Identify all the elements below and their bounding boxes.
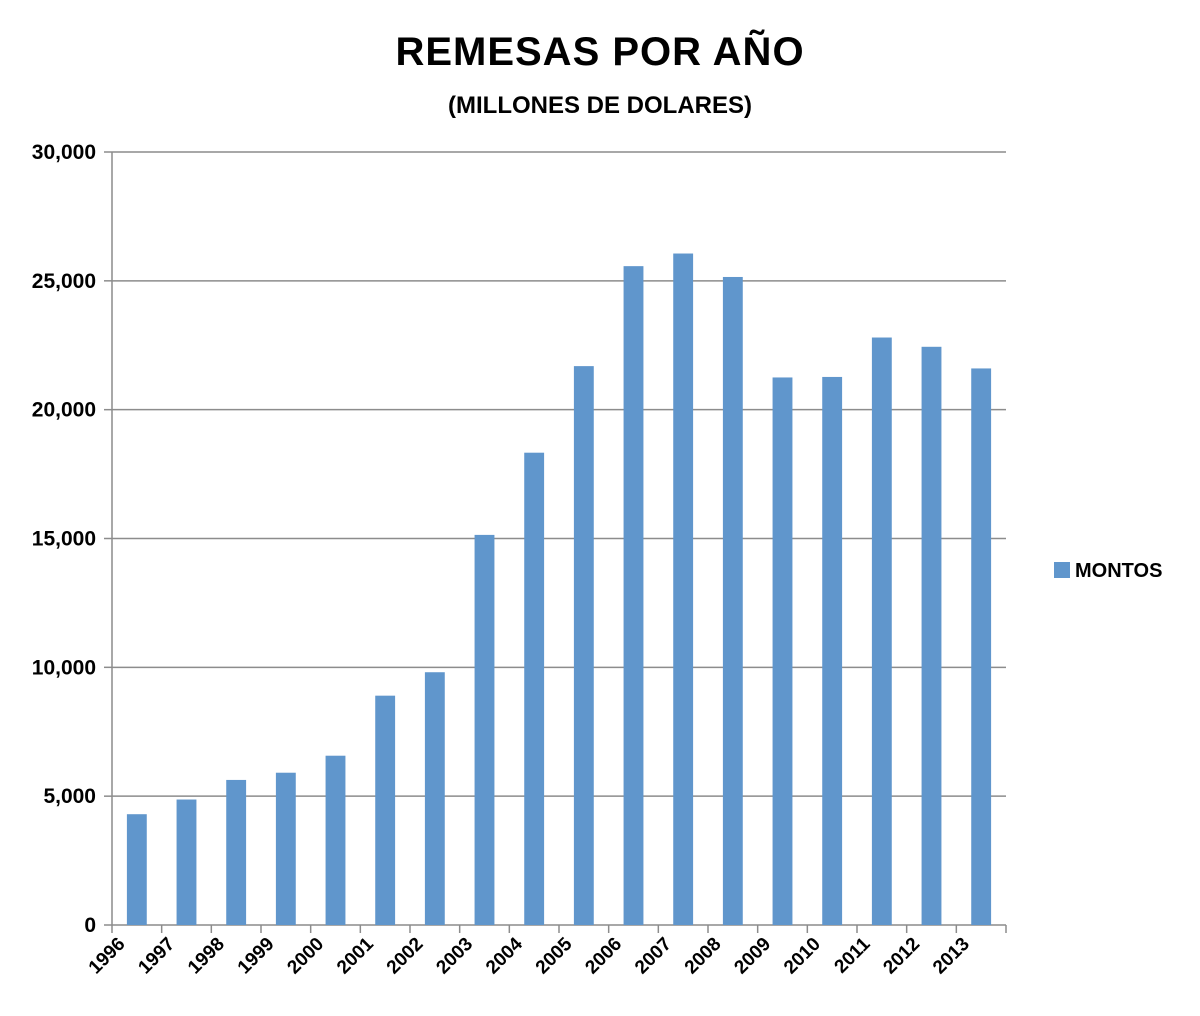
bar — [325, 755, 346, 925]
bar — [424, 672, 445, 925]
y-tick-label: 30,000 — [32, 141, 96, 164]
bar — [822, 376, 843, 925]
bar — [921, 346, 942, 925]
x-tick-label: 2005 — [532, 933, 577, 978]
x-tick-label: 1997 — [134, 934, 179, 979]
y-tick-label: 0 — [84, 914, 96, 937]
bar — [573, 366, 594, 926]
chart-title: REMESAS POR AÑO — [395, 30, 805, 74]
x-tick-label: 2013 — [929, 934, 974, 979]
bar — [722, 276, 743, 925]
x-tick-label: 1996 — [85, 934, 130, 979]
x-tick-label: 1999 — [234, 934, 279, 979]
x-tick-label: 2009 — [730, 934, 775, 979]
bar — [673, 253, 694, 926]
legend-label: MONTOS — [1075, 560, 1162, 582]
y-tick-label: 20,000 — [32, 399, 96, 422]
y-tick-label: 10,000 — [32, 656, 96, 679]
x-tick-label: 2011 — [831, 933, 875, 977]
bar — [126, 814, 147, 925]
bar — [226, 779, 247, 925]
bar — [971, 368, 992, 925]
y-tick-label: 25,000 — [32, 270, 96, 293]
bar — [375, 695, 396, 925]
bar — [275, 772, 296, 925]
x-tick-label: 2000 — [283, 934, 328, 979]
x-tick-label: 2004 — [482, 933, 527, 978]
bar — [524, 452, 545, 925]
x-tick-label: 2007 — [631, 934, 676, 979]
x-tick-label: 2010 — [780, 934, 825, 979]
x-tick-label: 2003 — [432, 934, 477, 979]
y-tick-label: 5,000 — [43, 785, 96, 808]
chart-subtitle: (MILLONES DE DOLARES) — [448, 92, 752, 119]
x-tick-label: 2002 — [383, 934, 428, 979]
legend-swatch — [1054, 562, 1070, 578]
x-tick-label: 2006 — [581, 934, 626, 979]
x-tick-label: 2001 — [333, 933, 378, 978]
bar — [871, 337, 892, 925]
x-tick-label: 2008 — [681, 934, 726, 979]
x-tick-label: 2012 — [879, 934, 924, 979]
bar — [772, 377, 793, 925]
y-tick-label: 15,000 — [32, 528, 96, 551]
bar — [623, 266, 644, 925]
bar — [176, 799, 197, 925]
x-tick-label: 1998 — [184, 934, 229, 979]
bar — [474, 534, 495, 925]
